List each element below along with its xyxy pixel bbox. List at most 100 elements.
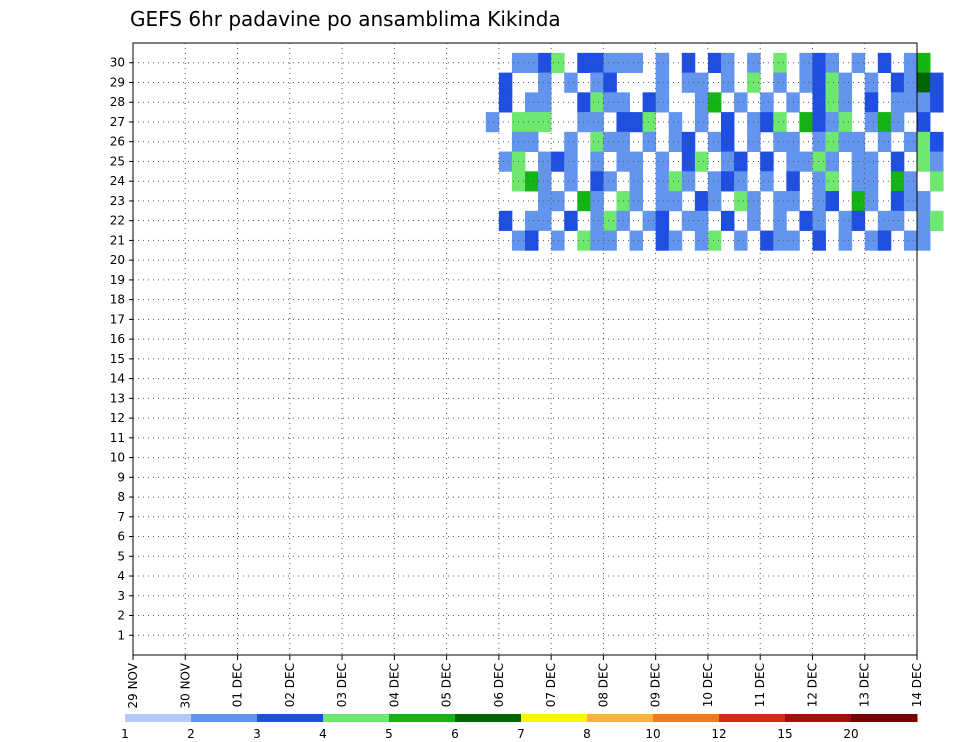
heatmap-cell	[903, 191, 918, 212]
colorbar-label: 15	[777, 727, 792, 741]
heatmap-cell	[694, 230, 709, 251]
heatmap-cell	[694, 151, 709, 172]
heatmap-cell	[721, 210, 735, 231]
heatmap-cell	[864, 230, 879, 251]
heatmap-cell	[812, 171, 826, 192]
x-tick-label: 04 DEC	[387, 663, 401, 707]
x-tick-label: 06 DEC	[492, 663, 506, 707]
heatmap-cell	[590, 52, 604, 74]
heatmap-cell	[773, 112, 787, 133]
heatmap-cell	[642, 92, 657, 113]
heatmap-cell	[917, 131, 931, 152]
heatmap-cell	[603, 131, 617, 152]
heatmap-cell	[734, 230, 748, 251]
heatmap-cell	[577, 191, 591, 212]
colorbar-label: 6	[451, 727, 459, 741]
x-tick-label: 05 DEC	[440, 663, 454, 707]
heatmap-cell	[825, 171, 839, 192]
heatmap-cell	[668, 171, 683, 192]
heatmap-cell	[707, 230, 722, 251]
heatmap-cell	[917, 92, 931, 113]
heatmap-cell	[655, 72, 670, 93]
y-tick-label: 20	[110, 253, 125, 267]
heatmap-cell	[629, 151, 643, 172]
heatmap-cell	[825, 191, 839, 212]
heatmap-cell	[629, 171, 643, 192]
chart-title: GEFS 6hr padavine po ansamblima Kikinda	[130, 7, 561, 31]
heatmap-cell	[760, 151, 774, 172]
heatmap-cell	[721, 52, 735, 74]
y-tick-label: 26	[110, 135, 125, 149]
heatmap-cell	[538, 151, 552, 172]
heatmap-cell	[590, 210, 604, 231]
heatmap-cell	[642, 210, 657, 231]
x-tick-label: 07 DEC	[544, 663, 558, 707]
heatmap-cell	[551, 151, 565, 172]
heatmap-cell	[498, 210, 513, 231]
heatmap-cell	[812, 72, 826, 93]
y-tick-label: 5	[117, 549, 125, 563]
heatmap-cell	[603, 72, 617, 93]
heatmap-cell	[694, 191, 709, 212]
y-tick-label: 11	[110, 431, 125, 445]
heatmap-cell	[668, 112, 683, 133]
y-tick-label: 2	[117, 609, 125, 623]
heatmap-cell	[864, 72, 879, 93]
colorbar-label: 7	[517, 727, 525, 741]
heatmap-cell	[917, 210, 931, 231]
heatmap-cell	[917, 112, 931, 133]
heatmap-cell	[864, 191, 879, 212]
heatmap-cell	[590, 72, 604, 93]
y-tick-label: 6	[117, 530, 125, 544]
heatmap-cell	[890, 92, 905, 113]
heatmap-cell	[525, 92, 539, 113]
y-tick-label: 16	[110, 332, 125, 346]
heatmap-cell	[838, 92, 853, 113]
heatmap-cell	[655, 52, 670, 74]
heatmap-cells	[485, 52, 944, 251]
y-tick-label: 3	[117, 589, 125, 603]
colorbar-label: 3	[253, 727, 261, 741]
heatmap-cell	[825, 112, 839, 133]
heatmap-cell	[930, 72, 944, 93]
heatmap-cell	[655, 230, 670, 251]
x-tick-label: 11 DEC	[753, 663, 767, 707]
heatmap-cell	[864, 171, 879, 192]
heatmap-cell	[917, 191, 931, 212]
heatmap-cell	[838, 72, 853, 93]
heatmap-cell	[877, 112, 892, 133]
heatmap-cell	[799, 112, 813, 133]
y-tick-label: 9	[117, 470, 125, 484]
x-axis-ticks: 29 NOV 30 NOV 01 DEC 02 DEC 03 DEC 04 DEC 05 D…	[126, 655, 924, 709]
heatmap-cell	[590, 171, 604, 192]
heatmap-cell	[525, 52, 539, 74]
heatmap-cell	[694, 210, 709, 231]
heatmap-cell	[642, 131, 657, 152]
heatmap-cell	[812, 230, 826, 251]
heatmap-cell	[564, 72, 578, 93]
heatmap-cell	[917, 151, 931, 172]
heatmap-cell	[890, 151, 905, 172]
colorbar-label: 2	[187, 727, 195, 741]
heatmap-cell	[930, 151, 944, 172]
y-tick-label: 19	[110, 273, 125, 287]
colorbar-swatch	[719, 714, 786, 722]
colorbar-label: 20	[843, 727, 858, 741]
heatmap-cell	[551, 230, 565, 251]
colorbar-swatch	[257, 714, 324, 722]
y-tick-label: 22	[110, 214, 125, 228]
heatmap-cell	[564, 171, 578, 192]
heatmap-cell	[877, 230, 892, 251]
colorbar-label: 8	[583, 727, 591, 741]
x-tick-label: 30 NOV	[178, 662, 192, 708]
y-tick-label: 15	[110, 352, 125, 366]
heatmap-cell	[498, 72, 513, 93]
heatmap-cell	[721, 72, 735, 93]
y-tick-label: 1	[117, 628, 125, 642]
heatmap-cell	[564, 210, 578, 231]
heatmap-cell	[538, 52, 552, 74]
plot-frame	[132, 42, 918, 656]
heatmap-cell	[838, 210, 853, 231]
heatmap-cell	[825, 131, 839, 152]
